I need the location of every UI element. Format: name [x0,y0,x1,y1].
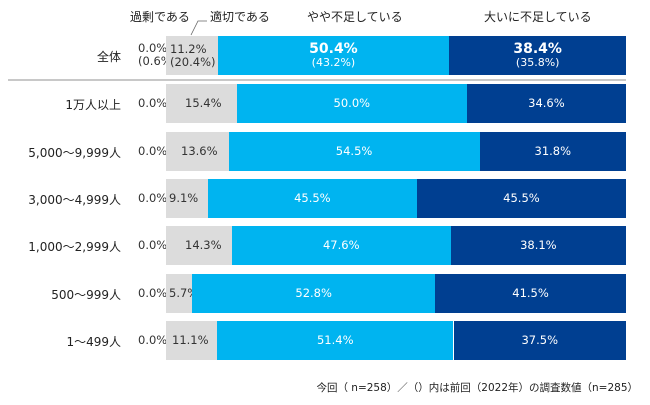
bar-segment [416,179,626,218]
data-label: 52.8% [192,274,435,313]
previous-value: (20.4%) [170,54,216,69]
bar-segment [479,132,626,171]
excess-value: 0.0% [138,333,168,347]
bar-segment [166,132,229,171]
bar-segment [207,179,417,218]
data-label: 13.6% [181,132,218,171]
excess-value: 0.0% [138,41,168,55]
data-label: 5.7% [169,274,198,313]
previous-value: (43.2%) [311,56,356,69]
bar-segment [435,274,626,313]
excess-value-label: 0.0% [138,192,167,205]
excess-value: 0.0% [138,144,168,158]
excess-value-label: 0.0% [138,287,167,300]
row-label: 3,000〜4,999人 [28,193,121,207]
bar-segment [450,226,626,265]
row-label: 1万人以上 [65,98,121,112]
data-value: 41.5% [512,286,549,300]
bar-segment [231,226,451,265]
excess-value-label: 0.0% [138,239,167,252]
previous-value: (35.8%) [515,56,560,69]
legend-excess: 過剰である [130,10,190,24]
bar-segment [228,132,480,171]
bar-segment [166,36,218,75]
data-label: 15.4% [185,84,222,123]
legend-somewhat-short: やや不足している [307,10,403,24]
data-label: 38.4% (35.8%) [449,36,626,75]
data-label: 50.0% [237,84,467,123]
excess-value-label: 0.0% [138,97,167,110]
excess-value-label: 0.0% [138,145,167,158]
excess-value: 0.0% [138,191,168,205]
bar-segment [192,274,436,313]
bar-row: 15.4% 50.0% 34.6% [166,84,626,123]
data-value: 5.7% [169,286,199,300]
bar-segment [166,84,237,123]
excess-value: 0.0% [138,238,168,252]
bar-row: 11.1% 51.4% 37.5% [166,321,626,360]
bar-row: 5.7% 52.8% 41.5% [166,274,626,313]
bar-segment [166,226,232,265]
row-label: 5,000〜9,999人 [28,146,121,160]
data-value: 31.8% [534,144,572,158]
data-label: 51.4% [217,321,453,360]
data-label: 9.1% [169,179,198,218]
data-label: 11.2% (20.4%) [170,36,216,75]
bar-segment [166,274,193,313]
bar-row: 13.6% 54.5% 31.8% [166,132,626,171]
bar-segment [453,321,626,360]
excess-value: 0.0% [138,96,168,110]
data-value: 14.3% [185,238,222,252]
data-value: 45.5% [503,191,540,205]
bar-segment [236,84,467,123]
data-value: 47.6% [322,238,360,252]
data-label: 54.5% [229,132,480,171]
data-label: 41.5% [435,274,626,313]
legend-appropriate: 適切である [210,10,270,24]
bar-segment [466,84,626,123]
data-label: 31.8% [480,132,626,171]
data-value: 11.1% [172,333,209,347]
divider [8,79,626,81]
bar-segment [217,321,454,360]
data-label: 38.1% [451,226,626,265]
data-value: 37.5% [521,333,559,347]
bar-segment [449,36,626,75]
data-value: 38.4% [513,41,562,57]
bar-segment [166,321,218,360]
data-value: 52.8% [295,286,332,300]
bar-row: 11.2% (20.4%) 50.4% (43.2%) 38.4% (35.8%) [166,36,626,75]
excess-value: 0.0% [138,286,168,300]
data-value: 13.6% [181,144,218,158]
data-value: 51.4% [316,333,354,347]
bar-row: 9.1% 45.5% 45.5% [166,179,626,218]
data-value: 9.1% [169,191,199,205]
data-value: 11.2% [170,41,207,56]
bar-segment [217,36,450,75]
data-label: 47.6% [232,226,451,265]
data-value: 50.4% [309,41,358,57]
data-value: 38.1% [520,238,557,252]
row-label: 全体 [96,50,121,64]
bar-segment [166,179,208,218]
data-label: 45.5% [417,179,626,218]
data-value: 54.5% [335,144,373,158]
legend-very-short: 大いに不足している [484,10,592,24]
data-label: 14.3% [185,226,222,265]
data-label: 11.1% [172,321,209,360]
row-label: 1,000〜2,999人 [28,240,121,254]
data-value: 45.5% [294,191,331,205]
data-value: 34.6% [528,96,565,110]
row-label: 500〜999人 [51,288,121,302]
data-label: 50.4% (43.2%) [218,36,450,75]
data-value: 15.4% [185,96,222,110]
data-label: 37.5% [454,321,627,360]
data-label: 34.6% [467,84,626,123]
excess-value-label: 0.0% [138,334,167,347]
bar-row: 14.3% 47.6% 38.1% [166,226,626,265]
row-label: 1〜499人 [66,335,121,349]
data-value: 50.0% [333,96,371,110]
footer-note: 今回（ n=258）／（）内は前回（2022年）の調査数値（n=285） [316,382,638,394]
data-label: 45.5% [208,179,417,218]
